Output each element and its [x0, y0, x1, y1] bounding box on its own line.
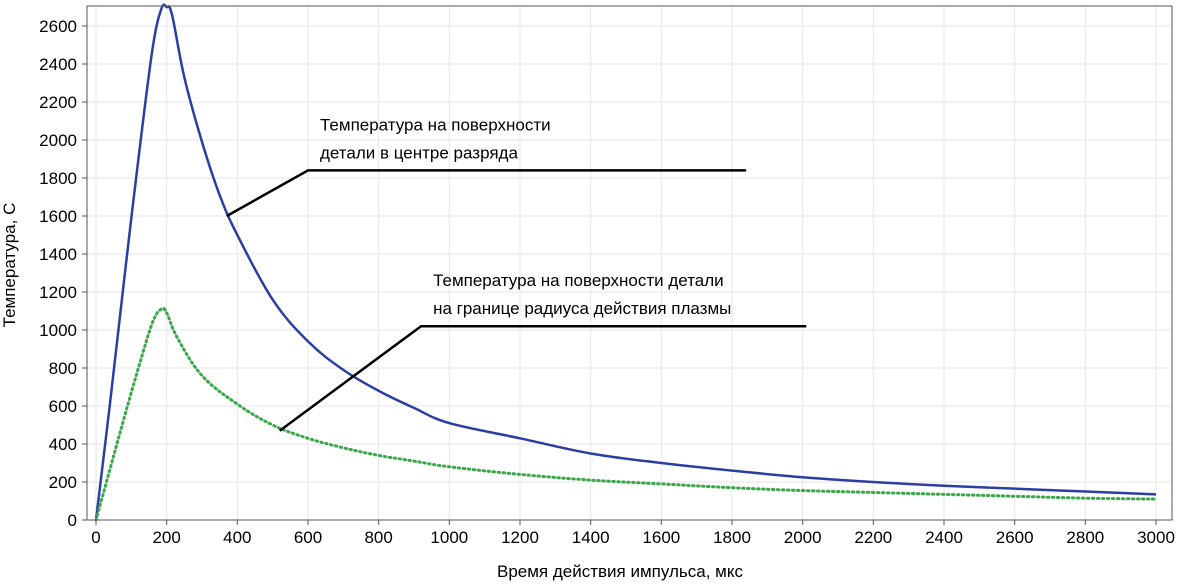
annotation-layer: Температура на поверхности детали в центр… — [226, 115, 807, 432]
annotation-1-text-line: детали в центре разряда — [320, 143, 518, 162]
y-tick-label: 1800 — [39, 169, 77, 188]
plot-frame — [86, 5, 1173, 521]
y-tick-label: 600 — [49, 397, 77, 416]
x-tick-label: 2800 — [1066, 528, 1104, 547]
x-tick-label: 2200 — [854, 528, 892, 547]
y-tick-label: 400 — [49, 435, 77, 454]
x-tick-label: 800 — [364, 528, 392, 547]
series-layer — [94, 3, 1158, 522]
series-2-line — [94, 306, 1158, 522]
annotation-2-leader-line — [278, 324, 807, 432]
y-tick-label: 0 — [68, 511, 77, 530]
annotation-1-leader-line — [226, 169, 747, 218]
annotation-1-text-line: Температура на поверхности — [320, 115, 551, 134]
x-tick-label: 1400 — [572, 528, 610, 547]
y-tick-label: 2600 — [39, 17, 77, 36]
x-tick-label: 1800 — [713, 528, 751, 547]
y-tick-label: 800 — [49, 359, 77, 378]
y-tick-label: 2000 — [39, 131, 77, 150]
annotation-2-text-line: Температура на поверхности детали — [433, 271, 724, 290]
annotation-2-text-line: на границе радиуса действия плазмы — [433, 299, 731, 318]
series-1-line — [94, 3, 1157, 521]
x-tick-label: 400 — [223, 528, 251, 547]
x-axis-title: Время действия импульса, мкс — [497, 562, 743, 581]
x-tick-label: 0 — [91, 528, 100, 547]
x-tick-label: 1000 — [430, 528, 468, 547]
x-tick-label: 200 — [152, 528, 180, 547]
y-tick-label: 1200 — [39, 283, 77, 302]
x-tick-label: 600 — [294, 528, 322, 547]
x-axis-ticks: 0 200 400 600 800 1000 1200 1400 1600 1800 2000 220… — [91, 520, 1175, 547]
y-tick-label: 2200 — [39, 93, 77, 112]
x-tick-label: 1200 — [501, 528, 539, 547]
x-tick-label: 3000 — [1137, 528, 1175, 547]
x-tick-label: 2600 — [996, 528, 1034, 547]
x-tick-label: 2000 — [784, 528, 822, 547]
y-axis-title: Температура, С — [0, 203, 19, 328]
y-tick-label: 2400 — [39, 55, 77, 74]
y-tick-label: 1600 — [39, 207, 77, 226]
y-axis-ticks: 0 200 400 600 800 1000 1200 1400 1600 1800 2000 220… — [39, 17, 87, 530]
grid-lines — [87, 6, 1172, 520]
y-tick-label: 1400 — [39, 245, 77, 264]
x-tick-label: 2400 — [925, 528, 963, 547]
y-tick-label: 1000 — [39, 321, 77, 340]
x-tick-label: 1600 — [642, 528, 680, 547]
y-tick-label: 200 — [49, 473, 77, 492]
